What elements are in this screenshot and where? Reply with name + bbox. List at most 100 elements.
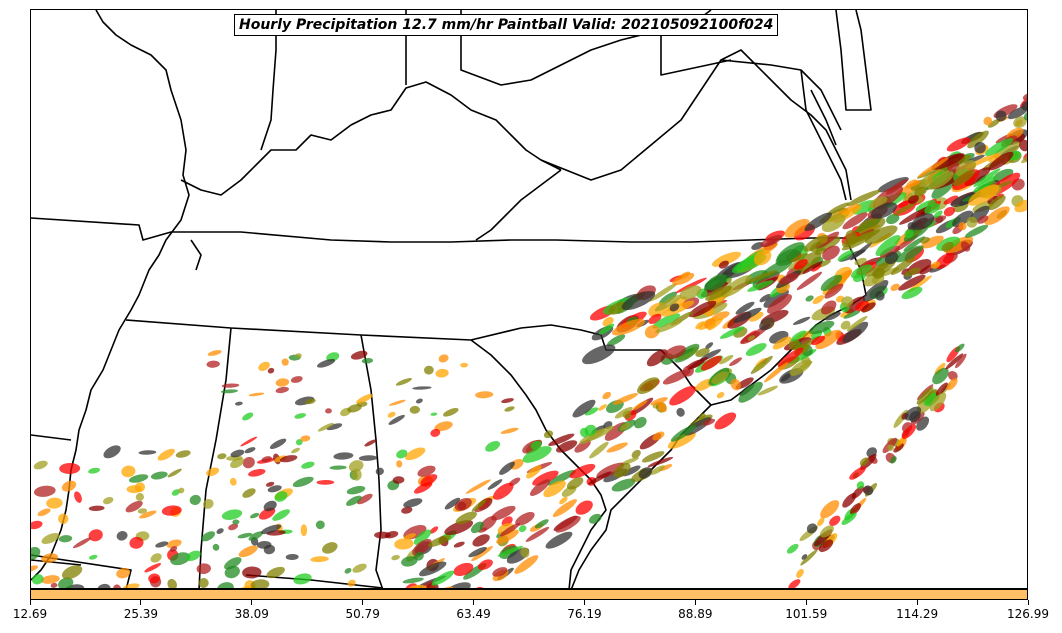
paint-blob [672, 272, 695, 286]
paint-blob [638, 467, 653, 479]
paint-blob [474, 502, 490, 513]
paint-blob [453, 541, 465, 548]
paint-blob [58, 577, 74, 588]
paint-blob [856, 481, 865, 489]
paint-blob [714, 412, 737, 430]
paint-blob [735, 301, 755, 315]
paint-blob [175, 450, 191, 458]
paint-blob [167, 578, 177, 588]
paint-blob [943, 195, 959, 205]
paint-blob [520, 547, 530, 558]
paint-blob [584, 407, 599, 416]
paint-blob [88, 554, 98, 560]
paint-blob [598, 404, 607, 411]
paint-blob [868, 196, 888, 209]
paint-blob [753, 249, 772, 266]
paint-blob [412, 386, 432, 390]
paint-blob [344, 567, 352, 574]
paint-blob [178, 487, 185, 494]
paint-blob [654, 294, 682, 312]
paint-blob [916, 387, 934, 405]
paint-blob [946, 137, 971, 152]
paint-blob [455, 511, 477, 525]
paint-blob [584, 424, 597, 436]
paint-blob [821, 300, 837, 315]
paint-blob [509, 458, 524, 470]
paint-blob [229, 477, 237, 486]
paint-blob [973, 168, 1001, 187]
paint-blob [207, 350, 222, 356]
paint-blob [485, 441, 501, 452]
paint-blob [988, 195, 1006, 211]
paint-blob [842, 236, 860, 248]
paint-blob [917, 157, 949, 178]
paint-blob [530, 440, 542, 450]
paint-blob [428, 535, 451, 547]
paint-blob [958, 222, 967, 231]
paint-blob [658, 291, 678, 305]
paint-blob [856, 217, 886, 235]
paint-blob [431, 570, 455, 586]
paint-blob [295, 439, 303, 446]
paint-blob [217, 453, 227, 460]
paint-blob [777, 347, 804, 367]
paint-blob [31, 520, 43, 530]
paint-blob [543, 430, 554, 439]
paint-blob [711, 251, 742, 267]
paint-blob [478, 527, 488, 533]
paint-blob [265, 481, 275, 487]
paint-blob [103, 445, 121, 459]
paint-blob [846, 189, 881, 207]
paint-blob [935, 382, 948, 396]
paint-blob [230, 457, 245, 469]
paint-blob [430, 428, 441, 437]
paint-blob [841, 512, 857, 525]
paint-blob [790, 253, 808, 263]
paint-blob [811, 263, 822, 272]
paint-blob [167, 468, 182, 478]
paint-blob [347, 579, 356, 587]
paint-blob [499, 461, 515, 475]
map-panel [30, 9, 1028, 589]
paint-blob [775, 249, 800, 266]
paint-blob [224, 565, 240, 579]
paint-blob [139, 510, 157, 519]
paint-blob [33, 460, 48, 470]
paint-blob [504, 406, 515, 412]
paint-blob [351, 468, 362, 481]
paint-blob [116, 567, 131, 579]
paint-blob [805, 295, 814, 302]
paint-blob [730, 378, 741, 391]
paint-blob [472, 534, 490, 547]
paint-blob [238, 545, 258, 558]
colorbar-tick-mark [694, 600, 696, 605]
paint-blob [556, 440, 578, 453]
paint-blob [572, 399, 596, 418]
paint-blob [655, 319, 683, 333]
paint-blob [272, 509, 290, 521]
paint-blob [348, 460, 364, 473]
paint-blob [150, 553, 162, 563]
paint-blob [261, 456, 272, 463]
paint-blob [61, 480, 77, 492]
paint-blob [899, 205, 932, 225]
paint-blob [995, 110, 1007, 122]
paint-blob [1021, 100, 1027, 111]
paint-blob [497, 545, 524, 557]
paint-blob [471, 546, 493, 562]
paint-blob [611, 478, 636, 492]
paint-blob [932, 367, 949, 385]
paint-blob [548, 433, 575, 446]
paint-blob [589, 513, 602, 524]
paint-blob [843, 310, 861, 319]
paint-blob [854, 257, 867, 266]
paint-blob [705, 342, 714, 349]
paint-blob [700, 355, 722, 371]
paint-blob [248, 531, 264, 541]
paint-blob [747, 335, 756, 341]
paint-blob [242, 412, 254, 421]
paint-blob [387, 411, 396, 418]
paint-blob [424, 583, 439, 588]
paint-blob [929, 392, 947, 412]
paint-blob [429, 526, 439, 534]
